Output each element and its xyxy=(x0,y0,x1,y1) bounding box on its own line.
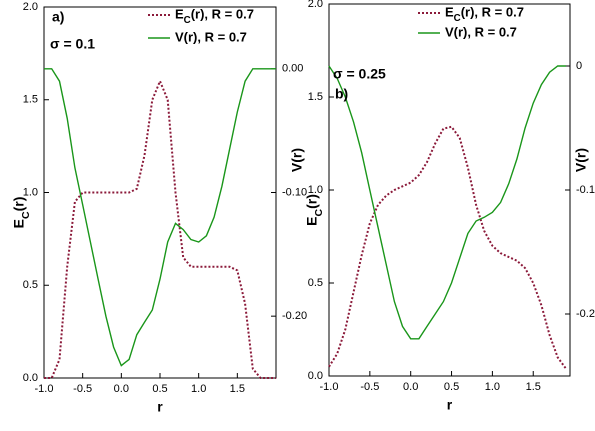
annotation: σ = 0.25 xyxy=(333,66,386,82)
y2-tick-label: 0.00 xyxy=(282,63,303,75)
y-axis-label: EC(r) xyxy=(11,197,32,229)
plot-frame xyxy=(328,3,571,377)
legend-label: V(r), R = 0.7 xyxy=(445,24,517,39)
panel-label: b) xyxy=(335,86,348,102)
x-tick-label: 0.0 xyxy=(114,383,129,395)
x-tick-label: 0.5 xyxy=(152,383,167,395)
y2-tick-label: 0 xyxy=(576,60,582,72)
x-tick-label: 1.5 xyxy=(526,381,541,393)
x-axis-label: r xyxy=(447,397,453,413)
y-axis-label: EC(r) xyxy=(304,194,325,226)
y-tick-label: 2.0 xyxy=(308,0,323,10)
y-tick-label: 0.0 xyxy=(308,370,323,382)
legend-label: V(r), R = 0.7 xyxy=(175,29,247,44)
x-tick-label: -1.0 xyxy=(35,383,54,395)
y-tick-label: 1.5 xyxy=(308,91,323,103)
y-tick-label: 1.0 xyxy=(23,186,38,198)
y2-tick-label: -0.20 xyxy=(282,310,307,322)
x-tick-label: -1.0 xyxy=(320,381,339,393)
x-tick-label: 0.5 xyxy=(444,381,459,393)
x-tick-label: 1.5 xyxy=(230,383,245,395)
y2-axis-label: V(r) xyxy=(573,148,589,172)
annotation: σ = 0.1 xyxy=(50,36,95,52)
y-tick-label: 0.0 xyxy=(23,372,38,384)
y-tick-label: 0.5 xyxy=(23,279,38,291)
x-tick-label: -0.5 xyxy=(73,383,92,395)
legend-label: EC(r), R = 0.7 xyxy=(175,6,254,26)
x-tick-label: -0.5 xyxy=(360,381,379,393)
x-axis-label: r xyxy=(157,399,163,415)
series-line xyxy=(328,65,566,340)
y-tick-label: 1.5 xyxy=(23,94,38,106)
x-tick-label: 0.0 xyxy=(403,381,418,393)
x-tick-label: 1.0 xyxy=(191,383,206,395)
y-tick-label: 1.0 xyxy=(308,184,323,196)
y-tick-label: 0.5 xyxy=(308,277,323,289)
legend-label: EC(r), R = 0.7 xyxy=(445,4,524,24)
plot-frame xyxy=(43,6,277,379)
series-line xyxy=(44,68,276,367)
series-line xyxy=(44,78,276,379)
panel-label: a) xyxy=(52,9,64,25)
y2-tick-label: -0.10 xyxy=(282,186,307,198)
y2-axis-label: V(r) xyxy=(289,148,305,172)
x-tick-label: 1.0 xyxy=(485,381,500,393)
y2-tick-label: -0.2 xyxy=(576,308,595,320)
series-line xyxy=(328,125,567,370)
y-tick-label: 2.0 xyxy=(23,1,38,13)
y2-tick-label: -0.1 xyxy=(576,184,595,196)
